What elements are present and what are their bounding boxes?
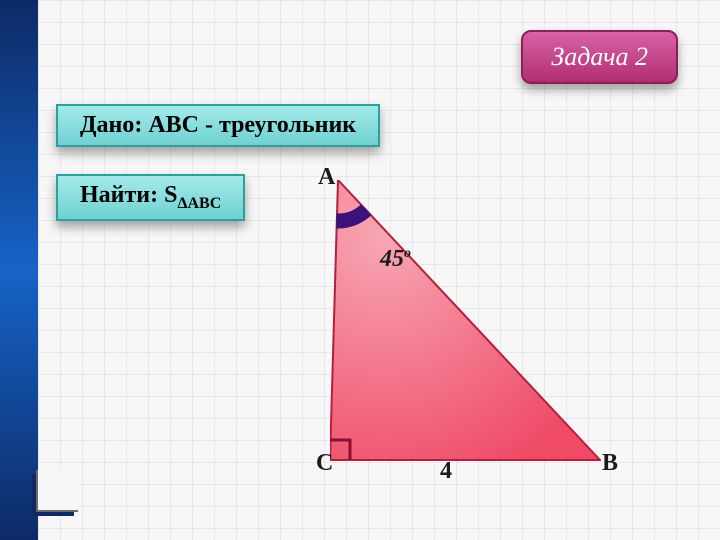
vertex-c-label: С: [316, 450, 333, 477]
page-curl-ornament: [32, 474, 74, 516]
angle-45-value: 45: [380, 246, 404, 272]
find-prefix: Найти: S: [80, 182, 177, 208]
slide-stage: Задача 2 Дано: АВС - треугольник Найти: …: [0, 0, 720, 540]
angle-45-label: 45o: [380, 246, 411, 273]
find-box: Найти: SΔАВС: [56, 174, 245, 221]
given-box: Дано: АВС - треугольник: [56, 104, 380, 147]
vertex-a-label: А: [318, 164, 335, 191]
triangle-diagram: [330, 180, 620, 480]
vertex-b-label: В: [602, 450, 618, 477]
angle-45-degree-icon: o: [404, 246, 411, 261]
slide-left-band: [0, 0, 38, 540]
find-sub: ΔАВС: [177, 195, 221, 212]
side-cb-length: 4: [440, 458, 452, 485]
task-badge: Задача 2: [521, 30, 678, 84]
